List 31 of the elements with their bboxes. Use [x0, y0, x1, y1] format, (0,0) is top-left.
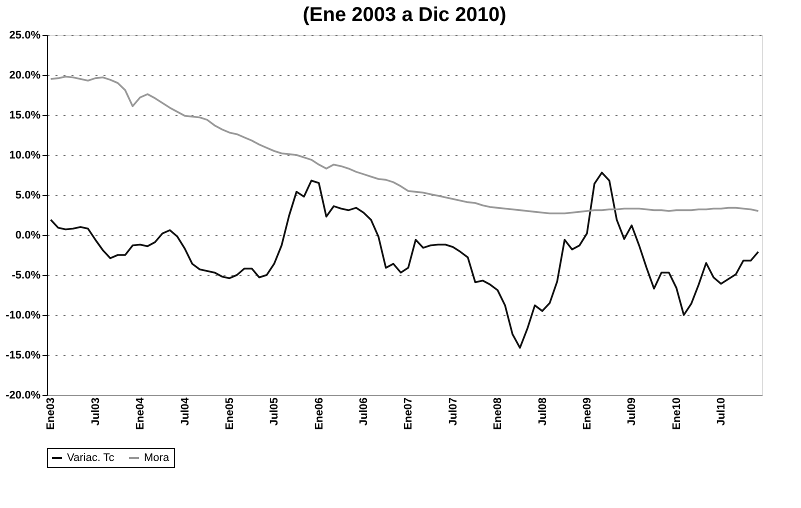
line-series [50, 76, 760, 214]
x-tick-label: Ene05 [224, 398, 236, 430]
x-tick-label: Ene03 [45, 398, 58, 430]
legend-label: Mora [144, 452, 170, 464]
x-tick-label: Jul05 [268, 398, 281, 426]
y-tick-label: 20.0% [9, 70, 41, 82]
x-tick-label: Jul03 [90, 398, 102, 426]
x-tick-label: Jul10 [716, 398, 728, 426]
x-tick-label: Jul04 [179, 396, 192, 426]
y-tick-label: 10.0% [9, 150, 41, 162]
x-tick-label: Ene06 [313, 398, 326, 430]
line-series [50, 172, 760, 349]
y-tick-label: -5.0% [12, 270, 41, 282]
x-tick-label: Ene09 [581, 398, 594, 430]
y-tick-label: -15.0% [6, 350, 41, 362]
x-tick-label: Jul06 [358, 398, 370, 426]
x-tick-label: Ene07 [402, 398, 415, 430]
y-tick-label: -20.0% [6, 390, 41, 402]
y-tick-label: -10.0% [6, 310, 41, 322]
y-tick-label: 15.0% [9, 110, 41, 122]
chart-title: (Ene 2003 a Dic 2010) [302, 4, 506, 26]
y-tick-label: 25.0% [9, 30, 41, 42]
y-tick-label: 5.0% [15, 190, 41, 202]
y-tick-label: 0.0% [15, 230, 41, 242]
x-tick-label: Ene08 [492, 398, 504, 430]
x-tick-label: Ene10 [670, 398, 683, 430]
x-tick-label: Jul09 [626, 398, 638, 426]
legend-label: Variac. Tc [67, 452, 115, 464]
x-tick-label: Ene04 [134, 396, 147, 430]
x-tick-label: Jul07 [447, 398, 460, 426]
x-tick-label: Jul08 [536, 398, 549, 426]
